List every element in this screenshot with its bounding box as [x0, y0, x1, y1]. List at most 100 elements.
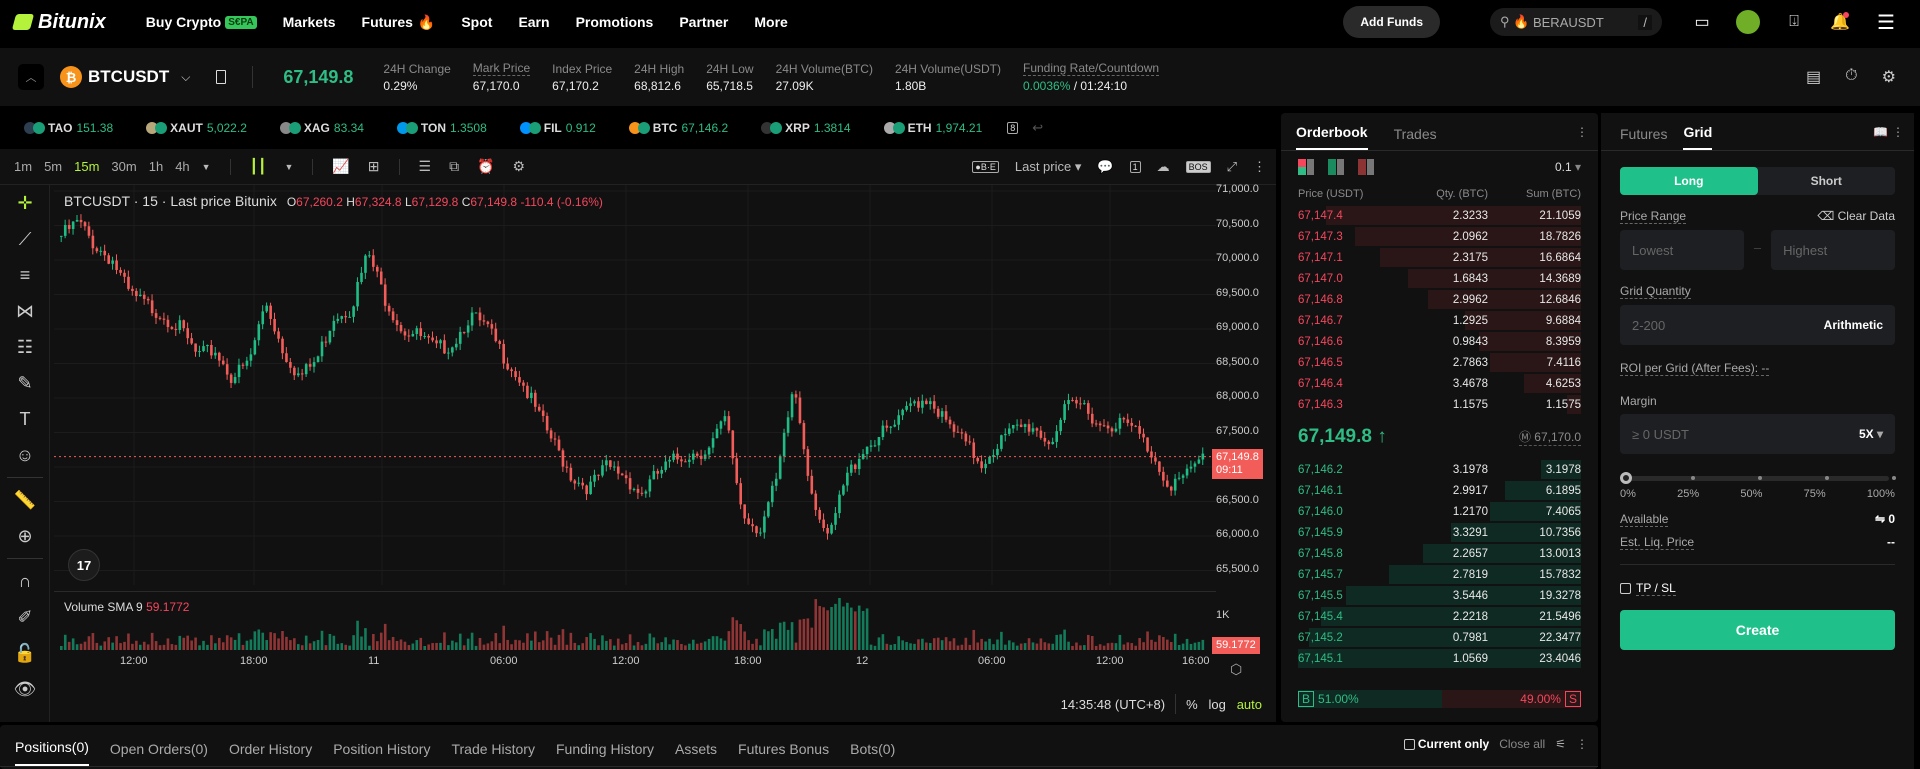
ask-row[interactable]: 67,146.7 1.2925 9.6884: [1281, 310, 1598, 331]
view-both-icon[interactable]: [1298, 159, 1314, 175]
slider-knob[interactable]: [1620, 472, 1632, 484]
tab-trade-history[interactable]: Trade History: [451, 741, 535, 757]
favorite-xrp[interactable]: XRP 1.3814: [761, 121, 851, 135]
favorites-count[interactable]: 8: [1007, 122, 1019, 134]
candlestick-icon[interactable]: ┃┃: [249, 158, 267, 174]
create-button[interactable]: Create: [1620, 610, 1895, 650]
gear-icon[interactable]: ⚙: [1881, 69, 1896, 86]
ask-row[interactable]: 67,146.3 1.1575 1.1575: [1281, 394, 1598, 415]
ruler-icon[interactable]: 📏: [13, 489, 37, 510]
bid-row[interactable]: 67,145.9 3.3291 10.7356: [1281, 522, 1598, 543]
ask-row[interactable]: 67,146.8 2.9962 12.6846: [1281, 289, 1598, 310]
horizontal-lines-icon[interactable]: ≡: [19, 264, 31, 285]
magnet-icon[interactable]: ∩: [18, 570, 32, 591]
nav-more[interactable]: More: [754, 14, 788, 30]
chevron-down-icon[interactable]: ▼: [201, 161, 211, 172]
view-bids-icon[interactable]: [1328, 159, 1344, 175]
view-asks-icon[interactable]: [1358, 159, 1374, 175]
bid-row[interactable]: 67,146.2 3.1978 3.1978: [1281, 459, 1598, 480]
tab-positions[interactable]: Positions(0): [15, 739, 89, 766]
nav-futures[interactable]: Futures 🔥: [361, 13, 436, 31]
emoji-icon[interactable]: ☺: [15, 444, 35, 465]
tradingview-logo[interactable]: 17: [68, 549, 100, 581]
grid-quantity-input[interactable]: [1632, 317, 1824, 333]
ask-row[interactable]: 67,146.6 0.9843 8.3959: [1281, 331, 1598, 352]
crosshair-icon[interactable]: ✛: [17, 192, 33, 213]
filter-icon[interactable]: ⚟: [1555, 737, 1566, 751]
mark-price-link[interactable]: Ⓜ 67,170.0: [1518, 430, 1581, 446]
tab-orderbook[interactable]: Orderbook: [1296, 124, 1368, 150]
bid-row[interactable]: 67,145.4 2.2218 21.5496: [1281, 606, 1598, 627]
favorite-xag[interactable]: XAG 83.34: [279, 121, 364, 135]
brand-logo[interactable]: Bitunix: [11, 11, 106, 34]
favorite-xaut[interactable]: XAUT 5,022.2: [146, 121, 247, 135]
bid-row[interactable]: 67,145.2 0.7981 22.3477: [1281, 627, 1598, 648]
bookmark-icon[interactable]: [216, 70, 227, 84]
price-step-select[interactable]: 0.1 ▾: [1554, 160, 1581, 174]
ask-row[interactable]: 67,146.4 3.4678 4.6253: [1281, 373, 1598, 394]
tpsl-checkbox[interactable]: [1620, 583, 1631, 594]
price-chart[interactable]: BTCUSDT · 15 · Last price Bitunix O67,26…: [54, 185, 1216, 585]
percent-0%[interactable]: 0%: [1620, 488, 1636, 500]
bid-row[interactable]: 67,145.8 2.2657 13.0013: [1281, 543, 1598, 564]
avatar[interactable]: [1730, 8, 1766, 36]
undo-icon[interactable]: ↩: [1032, 120, 1044, 135]
long-button[interactable]: Long: [1620, 167, 1758, 195]
favorite-eth[interactable]: ETH 1,974.21: [883, 121, 982, 135]
auto-scale-toggle[interactable]: auto: [1236, 696, 1262, 712]
fullscreen-icon[interactable]: ⤢: [1226, 158, 1237, 174]
tab-funding-history[interactable]: Funding History: [555, 741, 655, 757]
alarm-icon[interactable]: ⏰: [477, 158, 495, 174]
indicators-icon[interactable]: 📈: [332, 158, 350, 174]
more-icon[interactable]: ⋮: [1576, 125, 1588, 139]
symbol-selector[interactable]: BTCUSDT: [88, 67, 170, 86]
add-funds-button[interactable]: Add Funds: [1343, 6, 1440, 38]
nav-partner[interactable]: Partner: [679, 14, 729, 30]
favorite-tao[interactable]: TAO 151.38: [24, 121, 113, 135]
tab-futures-bonus[interactable]: Futures Bonus: [738, 741, 830, 757]
ask-row[interactable]: 67,147.1 2.3175 16.6864: [1281, 247, 1598, 268]
nav-promotions[interactable]: Promotions: [575, 14, 654, 30]
layout-grid-icon[interactable]: ⊞: [367, 158, 380, 174]
percent-scale-toggle[interactable]: %: [1186, 696, 1198, 712]
collapse-button[interactable]: ︿: [18, 64, 44, 90]
lock-icon[interactable]: 🔓: [13, 642, 37, 663]
nav-markets[interactable]: Markets: [282, 14, 336, 30]
text-icon[interactable]: T: [19, 408, 31, 429]
hexagon-settings-icon[interactable]: ⬡: [1230, 661, 1243, 677]
percent-100%[interactable]: 100%: [1866, 488, 1895, 500]
percent-75%[interactable]: 75%: [1803, 488, 1826, 500]
tab-grid[interactable]: Grid: [1683, 124, 1713, 150]
price-type-select[interactable]: Last price ▾: [1014, 158, 1082, 174]
timeframe-1m[interactable]: 1m: [14, 159, 33, 174]
leverage-select[interactable]: 5X ▾: [1858, 427, 1883, 441]
ask-row[interactable]: 67,147.4 2.3233 21.1059: [1281, 205, 1598, 226]
brush-icon[interactable]: ✎: [17, 372, 33, 393]
nav-earn[interactable]: Earn: [518, 14, 550, 30]
chevron-down-icon[interactable]: ▼: [284, 161, 294, 172]
tab-open-orders[interactable]: Open Orders(0): [109, 741, 208, 757]
trendline-icon[interactable]: ⟋: [18, 228, 32, 249]
cloud-icon[interactable]: ☁: [1156, 158, 1170, 174]
volume-pane[interactable]: Volume SMA 9 59.1772: [54, 591, 1216, 651]
clear-data-button[interactable]: ⌫ Clear Data: [1817, 209, 1895, 223]
nav-buy-crypto[interactable]: Buy Crypto S€PA: [146, 14, 257, 30]
wallet-icon[interactable]: ▭: [1694, 14, 1710, 31]
tab-position-history[interactable]: Position History: [333, 741, 431, 757]
book-icon[interactable]: 📖: [1873, 125, 1888, 139]
bid-row[interactable]: 67,145.7 2.7819 15.7832: [1281, 564, 1598, 585]
bell-icon[interactable]: 🔔: [1830, 12, 1850, 31]
bid-row[interactable]: 67,146.0 1.2170 7.4065: [1281, 501, 1598, 522]
margin-input[interactable]: [1632, 426, 1859, 442]
time-axis[interactable]: 12:00 18:00 11 06:00 12:00 18:00 12 06:00 12:00 1…: [54, 651, 1216, 673]
timeframe-1h[interactable]: 1h: [148, 159, 164, 174]
favorite-ton[interactable]: TON 1.3508: [396, 121, 487, 135]
ask-row[interactable]: 67,147.0 1.6843 14.3689: [1281, 268, 1598, 289]
favorite-btc[interactable]: BTC 67,146.2: [628, 121, 728, 135]
chat-icon[interactable]: 💬: [1097, 158, 1114, 174]
tab-trades[interactable]: Trades: [1393, 126, 1437, 142]
percent-50%[interactable]: 50%: [1740, 488, 1763, 500]
margin-slider[interactable]: [1620, 472, 1896, 484]
tab-futures[interactable]: Futures: [1620, 126, 1668, 142]
fib-icon[interactable]: ☷: [16, 336, 34, 357]
